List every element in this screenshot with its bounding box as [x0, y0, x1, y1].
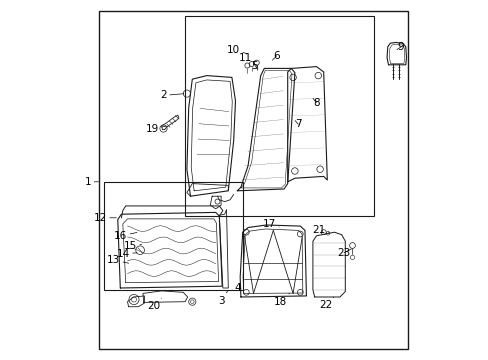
Bar: [185, 16, 373, 216]
Text: 11: 11: [238, 53, 254, 63]
Text: 2: 2: [160, 90, 183, 100]
Text: 16: 16: [114, 231, 137, 241]
Text: 6: 6: [272, 51, 279, 61]
Text: 17: 17: [263, 219, 279, 229]
Text: 19: 19: [145, 124, 165, 134]
Bar: [104, 182, 242, 290]
Text: 15: 15: [124, 240, 142, 251]
Text: 13: 13: [107, 255, 128, 265]
Text: 22: 22: [319, 297, 333, 310]
Text: 20: 20: [146, 298, 161, 311]
Bar: [99, 11, 407, 349]
Text: 7: 7: [294, 119, 301, 129]
Text: 21: 21: [312, 225, 328, 235]
Text: 1: 1: [85, 177, 98, 187]
Text: 8: 8: [312, 98, 319, 108]
Text: 14: 14: [117, 249, 137, 259]
Text: 10: 10: [226, 45, 246, 55]
Text: 5: 5: [251, 60, 258, 71]
Text: 23: 23: [337, 248, 350, 258]
Text: 12: 12: [94, 213, 116, 223]
Text: 3: 3: [218, 291, 227, 306]
Text: 4: 4: [234, 281, 244, 293]
Text: 9: 9: [396, 42, 404, 52]
Text: 18: 18: [273, 293, 289, 307]
